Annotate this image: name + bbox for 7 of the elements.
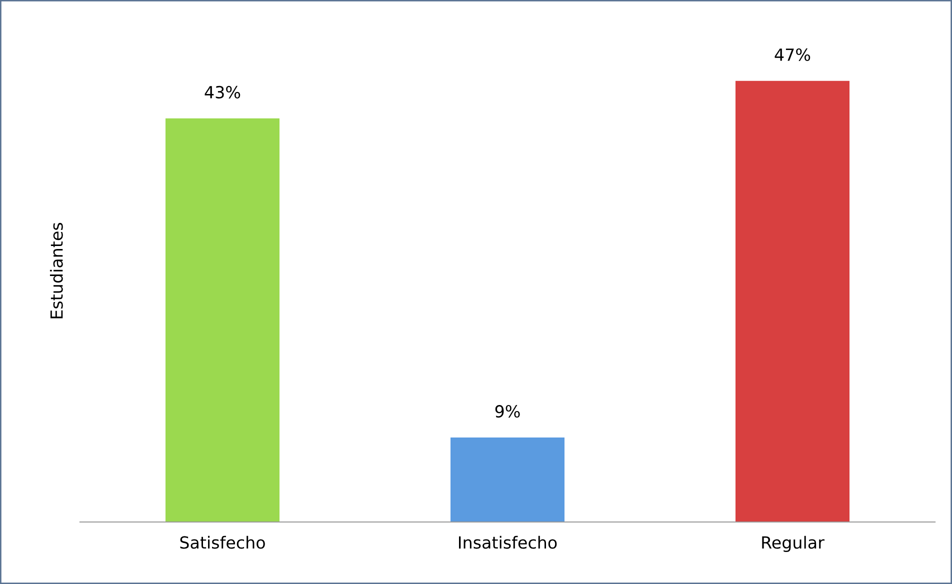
data-label: 9% <box>495 405 520 418</box>
data-label: 47% <box>774 48 810 61</box>
data-label: 43% <box>204 86 240 99</box>
x-tick-label: Insatisfecho <box>459 536 557 549</box>
x-tick-label: Satisfecho <box>180 536 265 549</box>
x-tick-label: Regular <box>762 536 824 552</box>
y-axis-title: Estudiantes <box>50 222 63 318</box>
